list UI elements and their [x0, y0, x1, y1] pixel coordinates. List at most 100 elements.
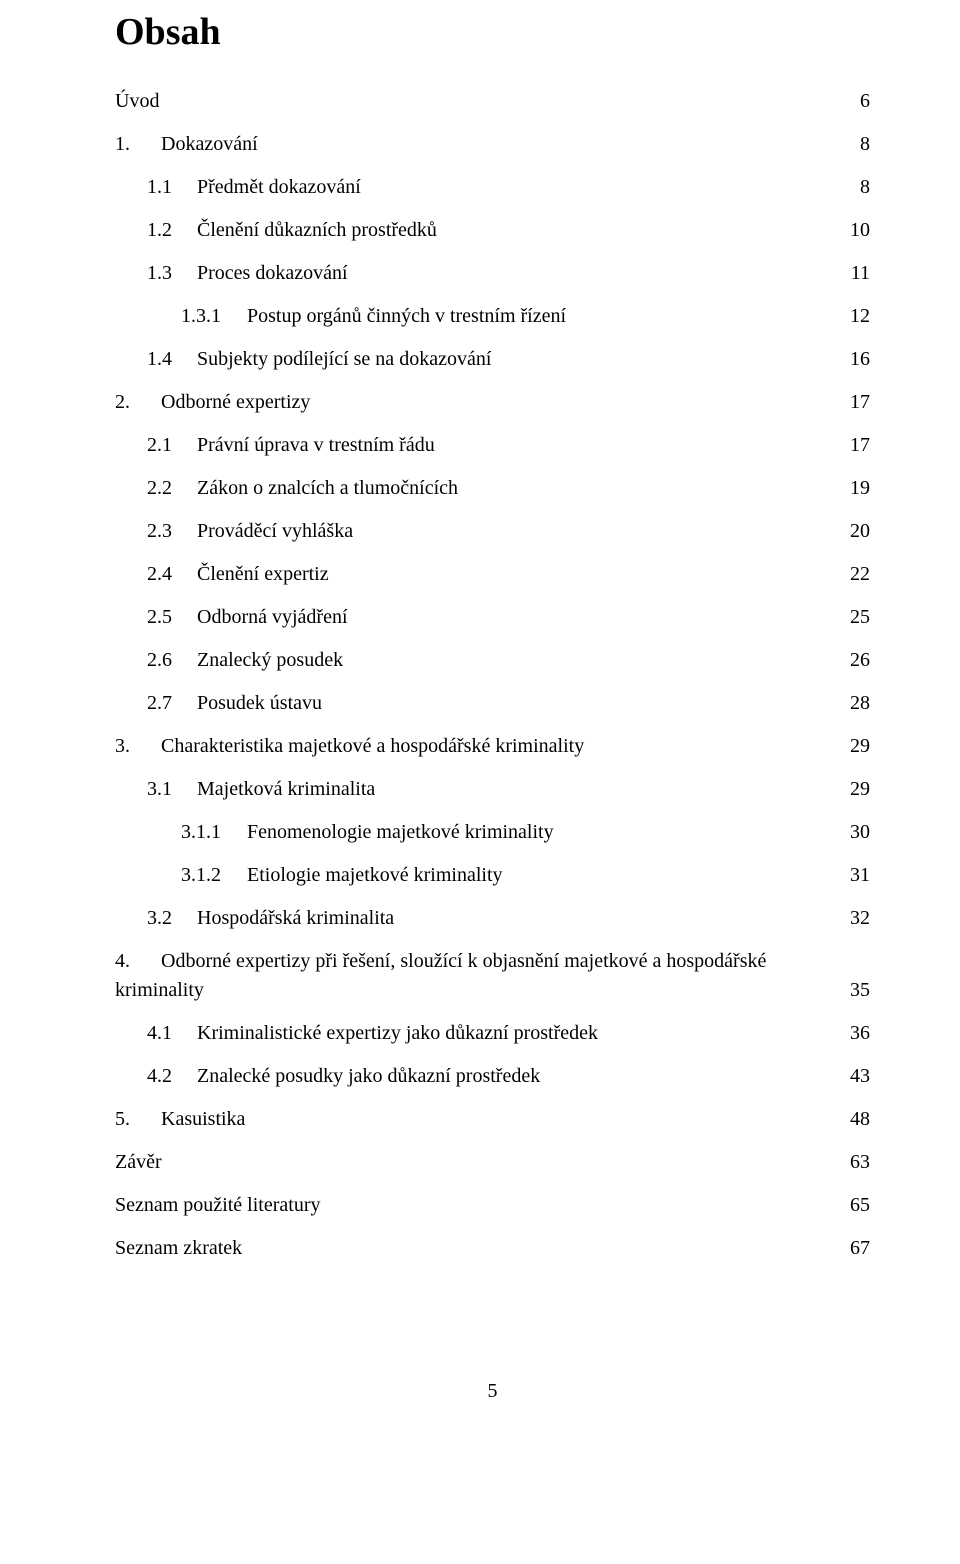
toc-entry-text: Úvod: [115, 90, 159, 113]
toc-entry-page: 26: [846, 649, 870, 672]
toc-entry: 1.3Proces dokazování 11: [115, 262, 870, 285]
toc-entry: 5.Kasuistika 48: [115, 1108, 870, 1131]
toc-entry: 2.4Členění expertiz 22: [115, 563, 870, 586]
toc-entry-number: 3.1: [147, 778, 197, 801]
toc-entry-text: Majetková kriminalita: [197, 778, 375, 801]
toc-entry-page: 65: [846, 1194, 870, 1217]
toc-entry-text: Proces dokazování: [197, 262, 348, 285]
page-number: 5: [115, 1380, 870, 1403]
toc-entry-text: Závěr: [115, 1151, 162, 1174]
toc-entry-page: 28: [846, 692, 870, 715]
toc-entry-page: 29: [846, 778, 870, 801]
toc-entry-page: 17: [846, 391, 870, 414]
toc-title: Obsah: [115, 10, 870, 54]
toc-entry-number: 4.: [115, 950, 161, 973]
toc-entry-page: 6: [856, 90, 870, 113]
toc-entry-page: 12: [846, 305, 870, 328]
toc-entry: Závěr 63: [115, 1151, 870, 1174]
toc-entry-number: 2.6: [147, 649, 197, 672]
toc-entry: 3.1Majetková kriminalita 29: [115, 778, 870, 801]
toc-entry: 3.1.2Etiologie majetkové kriminality31: [115, 864, 870, 887]
toc-entry: 2.7Posudek ústavu 28: [115, 692, 870, 715]
toc-entry-text: Dokazování: [161, 133, 258, 156]
toc-entry: 2.1Právní úprava v trestním řádu17: [115, 434, 870, 457]
toc-entry-page: 22: [846, 563, 870, 586]
toc-entry-text: Předmět dokazování: [197, 176, 361, 199]
toc-entry: 2.5Odborná vyjádření25: [115, 606, 870, 629]
toc-entry: 1.4Subjekty podílející se na dokazování 1…: [115, 348, 870, 371]
toc-entry-number: 2.: [115, 391, 161, 414]
toc-entry: 1.2Členění důkazních prostředků 10: [115, 219, 870, 242]
toc-entry-text: Postup orgánů činných v trestním řízení: [247, 305, 566, 328]
toc-entry-page: 8: [856, 133, 870, 156]
toc-entry-text: Právní úprava v trestním řádu: [197, 434, 435, 457]
toc-entry-text: Členění důkazních prostředků: [197, 219, 437, 242]
toc-entry-number: 2.4: [147, 563, 197, 586]
toc-entry-text: Odborné expertizy při řešení, sloužící k…: [161, 950, 766, 973]
toc-entry-text: Prováděcí vyhláška: [197, 520, 353, 543]
toc-entry-number: 3.2: [147, 907, 197, 930]
toc-entry-page: 20: [846, 520, 870, 543]
toc-entry: Úvod 6: [115, 90, 870, 113]
toc-entry-number: 2.2: [147, 477, 197, 500]
toc-entry-text-cont: kriminality: [115, 979, 204, 1002]
toc-entry-number: 2.7: [147, 692, 197, 715]
toc-entry-page: 31: [846, 864, 870, 887]
toc-entry: 1.1Předmět dokazování 8: [115, 176, 870, 199]
toc-entry-text: Členění expertiz: [197, 563, 329, 586]
toc-entry-number: 3.1.2: [181, 864, 247, 887]
toc-entry-text: Znalecký posudek: [197, 649, 343, 672]
toc-entry-page: 8: [856, 176, 870, 199]
toc-entry-text: Seznam použité literatury: [115, 1194, 320, 1217]
toc-entry: 1.Dokazování8: [115, 133, 870, 156]
toc-entry-number: 5.: [115, 1108, 161, 1131]
toc-entry-page: 63: [846, 1151, 870, 1174]
toc-entry-text: Subjekty podílející se na dokazování: [197, 348, 491, 371]
toc-entry-number: 2.5: [147, 606, 197, 629]
toc-entry-text: Kriminalistické expertizy jako důkazní p…: [197, 1022, 598, 1045]
toc-entry: 3.1.1Fenomenologie majetkové kriminality…: [115, 821, 870, 844]
toc-entry-number: 4.2: [147, 1065, 197, 1088]
toc-entry-number: 1.3: [147, 262, 197, 285]
toc-entry-text: Posudek ústavu: [197, 692, 322, 715]
toc-entry-text: Charakteristika majetkové a hospodářské …: [161, 735, 584, 758]
toc-entry-page: 35: [846, 979, 870, 1002]
toc-entry: 3.2Hospodářská kriminalita 32: [115, 907, 870, 930]
toc-entry: 4.1Kriminalistické expertizy jako důkazn…: [115, 1022, 870, 1045]
toc-entry-page: 48: [846, 1108, 870, 1131]
toc-entry: 3.Charakteristika majetkové a hospodářsk…: [115, 735, 870, 758]
toc-entry: 4.Odborné expertizy při řešení, sloužící…: [115, 950, 870, 1002]
toc-entry-number: 1.2: [147, 219, 197, 242]
table-of-contents: Úvod61.Dokazování81.1Předmět dokazování8…: [115, 90, 870, 1260]
toc-entry-number: 4.1: [147, 1022, 197, 1045]
toc-entry: 1.3.1Postup orgánů činných v trestním ří…: [115, 305, 870, 328]
toc-entry: 2.Odborné expertizy 17: [115, 391, 870, 414]
toc-entry-number: 2.3: [147, 520, 197, 543]
toc-entry-text: Zákon o znalcích a tlumočnících: [197, 477, 458, 500]
toc-entry-number: 1.4: [147, 348, 197, 371]
toc-entry-page: 10: [846, 219, 870, 242]
toc-entry-page: 43: [846, 1065, 870, 1088]
toc-entry-page: 30: [846, 821, 870, 844]
toc-entry-page: 11: [847, 262, 870, 285]
toc-entry-number: 3.: [115, 735, 161, 758]
toc-entry-text: Odborné expertizy: [161, 391, 310, 414]
toc-entry-number: 1.1: [147, 176, 197, 199]
toc-entry-text: Odborná vyjádření: [197, 606, 348, 629]
toc-entry: 4.2Znalecké posudky jako důkazní prostře…: [115, 1065, 870, 1088]
toc-entry: 2.6Znalecký posudek 26: [115, 649, 870, 672]
toc-entry-page: 19: [846, 477, 870, 500]
toc-entry-page: 29: [846, 735, 870, 758]
toc-entry-text: Hospodářská kriminalita: [197, 907, 394, 930]
toc-entry-page: 32: [846, 907, 870, 930]
toc-entry-page: 16: [846, 348, 870, 371]
toc-entry-number: 3.1.1: [181, 821, 247, 844]
toc-entry-text: Seznam zkratek: [115, 1237, 242, 1260]
toc-entry-text: Fenomenologie majetkové kriminality: [247, 821, 554, 844]
toc-entry: Seznam zkratek 67: [115, 1237, 870, 1260]
toc-entry-text: Kasuistika: [161, 1108, 245, 1131]
toc-entry: 2.2Zákon o znalcích a tlumočnících 19: [115, 477, 870, 500]
toc-entry-page: 67: [846, 1237, 870, 1260]
toc-entry-number: 2.1: [147, 434, 197, 457]
toc-entry-number: 1.3.1: [181, 305, 247, 328]
